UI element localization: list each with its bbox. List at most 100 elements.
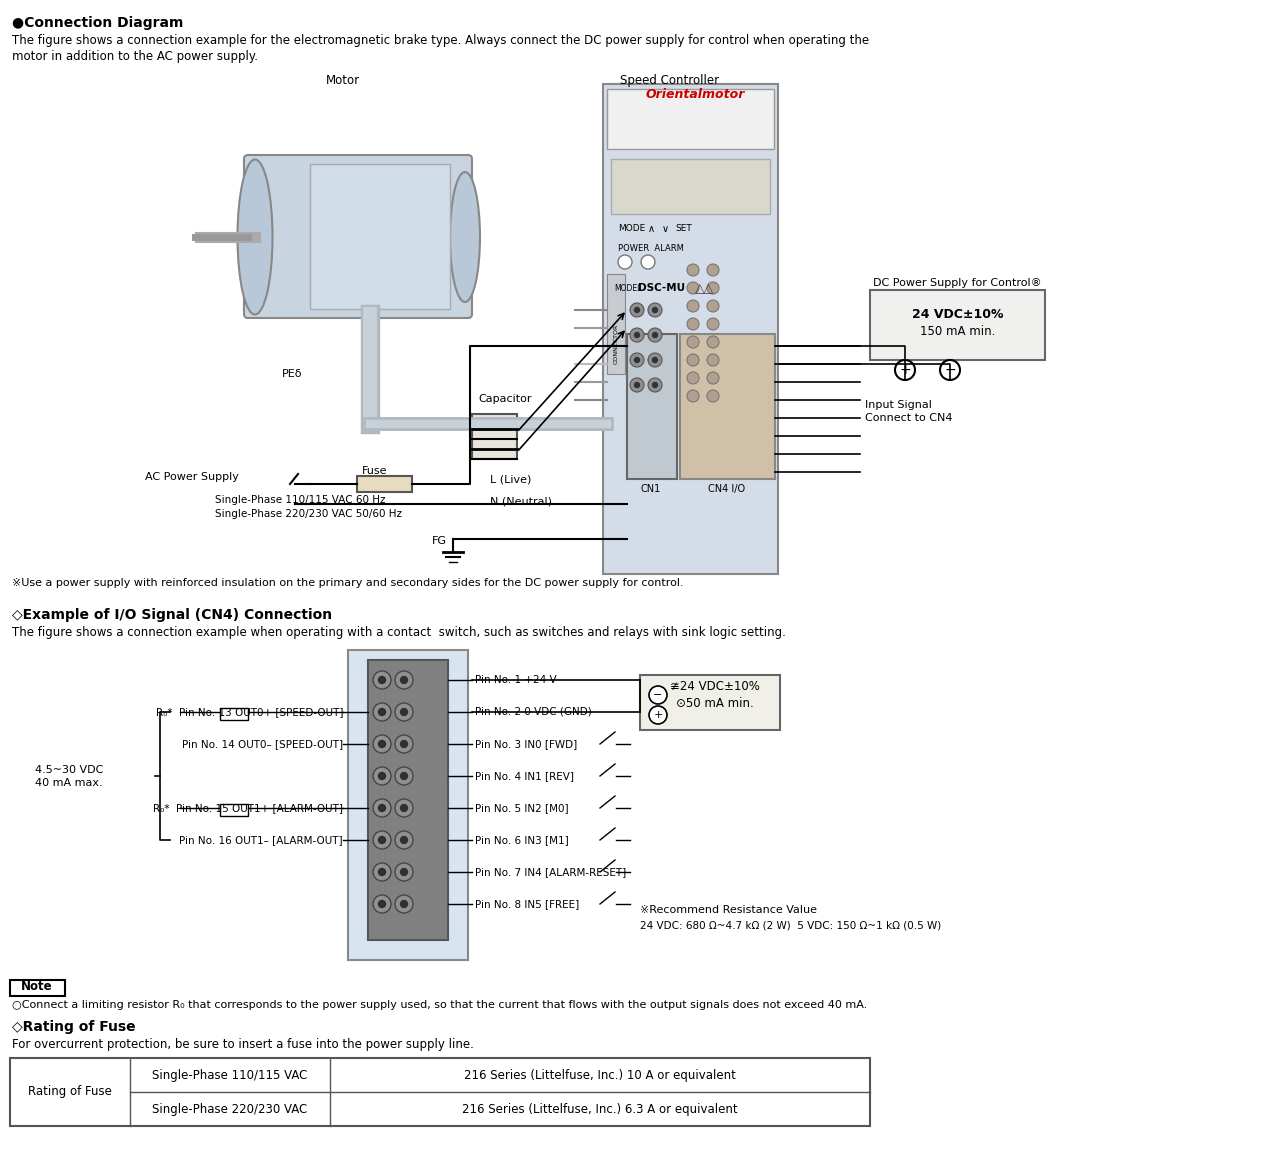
Text: Single-Phase 110/115 VAC: Single-Phase 110/115 VAC xyxy=(152,1069,307,1082)
Circle shape xyxy=(648,304,662,317)
Circle shape xyxy=(707,336,719,348)
Text: Pin No. 6 IN3 [M1]: Pin No. 6 IN3 [M1] xyxy=(475,835,568,846)
Circle shape xyxy=(653,333,658,337)
Circle shape xyxy=(401,741,407,748)
Circle shape xyxy=(630,378,644,392)
Text: Speed Controller: Speed Controller xyxy=(621,74,719,87)
Circle shape xyxy=(401,900,407,907)
Text: motor in addition to the AC power supply.: motor in addition to the AC power supply… xyxy=(12,50,259,63)
Text: Single-Phase 220/230 VAC: Single-Phase 220/230 VAC xyxy=(152,1103,307,1115)
Text: DSC-MU: DSC-MU xyxy=(637,283,685,293)
Text: +: + xyxy=(653,709,663,720)
Bar xyxy=(627,334,677,479)
Text: DC Power Supply for Control®: DC Power Supply for Control® xyxy=(873,278,1042,288)
Text: 40 mA max.: 40 mA max. xyxy=(35,778,102,789)
Bar xyxy=(640,675,780,730)
Circle shape xyxy=(379,900,385,907)
Bar xyxy=(607,274,625,374)
Bar xyxy=(310,164,451,309)
Text: SET: SET xyxy=(675,224,691,233)
Circle shape xyxy=(401,772,407,779)
Text: ⊙50 mA min.: ⊙50 mA min. xyxy=(676,697,754,709)
Circle shape xyxy=(895,361,915,380)
Circle shape xyxy=(630,304,644,317)
Circle shape xyxy=(707,354,719,366)
Circle shape xyxy=(707,264,719,276)
Text: ※Use a power supply with reinforced insulation on the primary and secondary side: ※Use a power supply with reinforced insu… xyxy=(12,578,684,588)
Circle shape xyxy=(630,328,644,342)
Circle shape xyxy=(687,300,699,312)
Text: ≇24 VDC±10%: ≇24 VDC±10% xyxy=(669,680,760,693)
Text: CN1: CN1 xyxy=(641,484,662,494)
Circle shape xyxy=(707,281,719,294)
Ellipse shape xyxy=(451,172,480,302)
Text: Pin No. 14 OUT0– [SPEED-OUT]: Pin No. 14 OUT0– [SPEED-OUT] xyxy=(182,739,343,749)
Circle shape xyxy=(635,357,640,363)
Text: 24 VDC±10%: 24 VDC±10% xyxy=(911,308,1004,321)
Text: R₀*  Pin No. 13 OUT0+ [SPEED-OUT]: R₀* Pin No. 13 OUT0+ [SPEED-OUT] xyxy=(155,707,343,718)
Text: 216 Series (Littelfuse, Inc.) 10 A or equivalent: 216 Series (Littelfuse, Inc.) 10 A or eq… xyxy=(465,1069,736,1082)
Bar xyxy=(472,414,517,459)
Circle shape xyxy=(618,255,632,269)
Bar xyxy=(357,476,412,492)
Text: AC Power Supply: AC Power Supply xyxy=(145,472,239,481)
Text: Single-Phase 220/230 VAC 50/60 Hz: Single-Phase 220/230 VAC 50/60 Hz xyxy=(215,509,402,519)
Text: N (Neutral): N (Neutral) xyxy=(490,495,552,506)
Circle shape xyxy=(687,390,699,402)
Circle shape xyxy=(372,896,390,913)
Text: 150 mA min.: 150 mA min. xyxy=(920,324,995,338)
Circle shape xyxy=(379,836,385,843)
Bar xyxy=(607,90,774,149)
Circle shape xyxy=(379,741,385,748)
Text: Orientalmotor: Orientalmotor xyxy=(645,88,745,101)
Text: Pin No. 5 IN2 [M0]: Pin No. 5 IN2 [M0] xyxy=(475,802,568,813)
Bar xyxy=(369,659,448,940)
Circle shape xyxy=(372,768,390,785)
Circle shape xyxy=(396,896,413,913)
Bar xyxy=(10,1058,870,1126)
Text: Input Signal: Input Signal xyxy=(865,400,932,411)
Text: POWER  ALARM: POWER ALARM xyxy=(618,244,684,254)
Text: Pin No. 2 0 VDC (GND): Pin No. 2 0 VDC (GND) xyxy=(475,707,591,718)
Text: Note: Note xyxy=(22,980,52,993)
Bar xyxy=(10,980,65,996)
Text: CN4 I/O: CN4 I/O xyxy=(708,484,745,494)
Bar xyxy=(680,334,774,479)
Bar xyxy=(348,650,468,959)
Text: △△: △△ xyxy=(695,281,714,295)
Circle shape xyxy=(396,832,413,849)
Circle shape xyxy=(641,255,655,269)
Text: ∧: ∧ xyxy=(648,224,655,234)
Circle shape xyxy=(687,281,699,294)
Circle shape xyxy=(707,317,719,330)
Text: Motor: Motor xyxy=(326,74,360,87)
Bar xyxy=(603,84,778,575)
Text: ●Connection Diagram: ●Connection Diagram xyxy=(12,16,183,30)
Text: FG: FG xyxy=(433,536,447,545)
Text: 24 VDC: 680 Ω~4.7 kΩ (2 W)  5 VDC: 150 Ω~1 kΩ (0.5 W): 24 VDC: 680 Ω~4.7 kΩ (2 W) 5 VDC: 150 Ω~… xyxy=(640,920,941,930)
Circle shape xyxy=(396,768,413,785)
Text: L (Live): L (Live) xyxy=(490,475,531,484)
Text: ◇Example of I/O Signal (CN4) Connection: ◇Example of I/O Signal (CN4) Connection xyxy=(12,608,332,622)
Circle shape xyxy=(379,772,385,779)
Circle shape xyxy=(396,863,413,882)
Text: ※Recommend Resistance Value: ※Recommend Resistance Value xyxy=(640,905,817,915)
Circle shape xyxy=(372,702,390,721)
Circle shape xyxy=(940,361,960,380)
Circle shape xyxy=(372,863,390,882)
Text: R₀*  Pin No. 15 OUT1+ [ALARM-OUT]: R₀* Pin No. 15 OUT1+ [ALARM-OUT] xyxy=(154,802,343,813)
Circle shape xyxy=(648,378,662,392)
Circle shape xyxy=(687,336,699,348)
Text: +: + xyxy=(899,363,911,377)
Text: Pin No. 8 IN5 [FREE]: Pin No. 8 IN5 [FREE] xyxy=(475,899,580,909)
Bar xyxy=(870,290,1044,361)
Text: 216 Series (Littelfuse, Inc.) 6.3 A or equivalent: 216 Series (Littelfuse, Inc.) 6.3 A or e… xyxy=(462,1103,737,1115)
Text: MODEL: MODEL xyxy=(614,284,641,293)
Circle shape xyxy=(635,383,640,387)
Circle shape xyxy=(653,307,658,313)
Circle shape xyxy=(372,671,390,688)
Circle shape xyxy=(687,264,699,276)
Circle shape xyxy=(630,354,644,368)
Circle shape xyxy=(379,869,385,876)
Circle shape xyxy=(401,836,407,843)
